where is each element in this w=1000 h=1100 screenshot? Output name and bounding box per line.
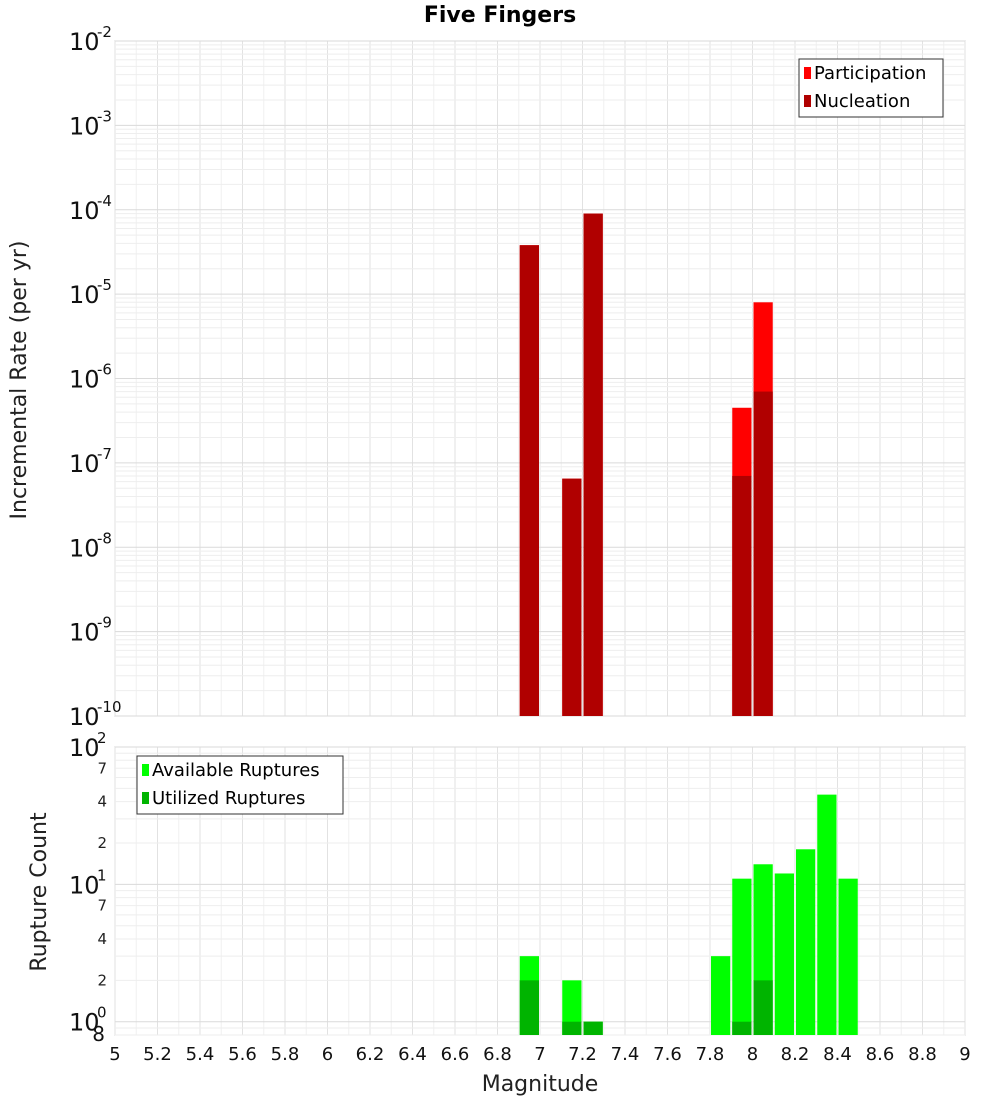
legend-label: Participation: [814, 63, 926, 84]
y-tick-label: 10: [69, 281, 100, 309]
y-tick-label: 10: [69, 871, 100, 899]
x-tick-label: 7.2: [568, 1044, 597, 1065]
rate-panel: 10-1010-910-810-710-610-510-410-310-2Par…: [69, 23, 966, 731]
x-tick-label: 7.6: [653, 1044, 682, 1065]
y-gridlines: [115, 40, 965, 717]
y-minor-tick-label: 2: [97, 834, 107, 852]
x-tick-label: 8.2: [781, 1044, 810, 1065]
bar: [732, 1021, 752, 1035]
y-tick-exponent: -9: [97, 614, 112, 632]
y-tick-exponent: -3: [97, 107, 112, 125]
legend-label: Available Ruptures: [152, 760, 320, 781]
bar: [519, 245, 539, 717]
y-axis-label-count: Rupture Count: [27, 812, 52, 972]
y-tick-label: 10: [69, 28, 100, 56]
x-tick-label: 5.6: [228, 1044, 257, 1065]
legend-label: Nucleation: [814, 91, 910, 112]
legend-swatch: [804, 95, 811, 107]
y-minor-tick-label: 4: [97, 793, 107, 811]
legend-box: [798, 58, 944, 118]
y-tick-exponent: -8: [97, 529, 112, 547]
y-tick-exponent: -5: [97, 276, 112, 294]
bar: [519, 980, 539, 1035]
y-minor-tick-label: 7: [97, 897, 107, 915]
x-tick-label: 5.8: [271, 1044, 300, 1065]
y-tick-label: 10: [69, 112, 100, 140]
y-minor-tick-label: 8: [92, 1022, 105, 1046]
bar: [774, 873, 794, 1035]
y-tick-exponent: -6: [97, 361, 112, 379]
legend-swatch: [142, 792, 149, 804]
y-tick-exponent: -7: [97, 445, 112, 463]
y-minor-tick-label: 2: [97, 971, 107, 989]
y-tick-exponent: -10: [97, 698, 122, 716]
y-tick-exponent: 0: [97, 1004, 107, 1022]
series-nucleation: [519, 213, 773, 717]
legend-swatch: [804, 67, 811, 79]
x-tick-label: 6.6: [441, 1044, 470, 1065]
x-tick-label: 8.6: [866, 1044, 895, 1065]
bar: [562, 1021, 582, 1035]
x-tick-label: 8.4: [823, 1044, 852, 1065]
bar: [583, 1021, 603, 1035]
y-tick-label: 10: [69, 534, 100, 562]
y-tick-label: 10: [69, 450, 100, 478]
y-tick-label: 10: [69, 366, 100, 394]
bar: [562, 478, 582, 716]
y-minor-tick-label: 4: [97, 930, 107, 948]
bar: [583, 213, 603, 717]
bar: [817, 794, 837, 1035]
x-tick-label: 7.8: [696, 1044, 725, 1065]
legend: Participation Nucleation: [798, 58, 944, 118]
y-tick-label: 10: [69, 1009, 100, 1037]
bar: [796, 849, 816, 1035]
y-tick-exponent: 1: [97, 866, 107, 884]
x-tick-label: 6.2: [356, 1044, 385, 1065]
bar: [753, 980, 773, 1035]
y-minor-tick-label: 7: [97, 759, 107, 777]
y-tick-label: 10: [69, 734, 100, 762]
y-tick-label: 10: [69, 197, 100, 225]
legend-swatch: [142, 764, 149, 776]
bar: [838, 878, 858, 1035]
x-tick-label: 7: [534, 1044, 545, 1065]
chart-title: Five Fingers: [424, 3, 576, 28]
bar: [562, 980, 582, 1035]
series-utilized-ruptures: [519, 980, 773, 1035]
x-tick-label: 7.4: [611, 1044, 640, 1065]
legend-box: [136, 755, 344, 815]
y-tick-exponent: 2: [97, 729, 107, 747]
bars: [519, 794, 858, 1035]
x-tick-label: 6.4: [398, 1044, 427, 1065]
y-tick-label: 10: [69, 703, 100, 731]
legend-label: Utilized Ruptures: [152, 788, 305, 809]
x-tick-label: 5.4: [186, 1044, 215, 1065]
bar: [732, 475, 752, 716]
x-tick-label: 6: [322, 1044, 333, 1065]
y-tick-label: 10: [69, 619, 100, 647]
bars: [519, 213, 773, 717]
x-tick-label: 5.2: [143, 1044, 172, 1065]
bar: [753, 391, 773, 716]
x-tick-label: 5: [109, 1044, 120, 1065]
bar: [732, 878, 752, 1035]
x-axis: 5 5.2 5.4 5.6 5.8 6 6.2 6.4 6.6 6.8 7 7.2 7.4 7.6 7.8 8…: [109, 1044, 970, 1065]
x-tick-label: 8.8: [908, 1044, 937, 1065]
x-tick-label: 9: [959, 1044, 970, 1065]
x-axis-label: Magnitude: [482, 1072, 599, 1097]
x-tick-label: 6.8: [483, 1044, 512, 1065]
y-tick-exponent: -2: [97, 23, 112, 41]
y-tick-exponent: -4: [97, 192, 112, 210]
y-axis-label-rate: Incremental Rate (per yr): [7, 241, 32, 520]
bar: [711, 956, 731, 1035]
legend: Available Ruptures Utilized Ruptures: [136, 755, 344, 815]
x-tick-label: 8: [747, 1044, 758, 1065]
